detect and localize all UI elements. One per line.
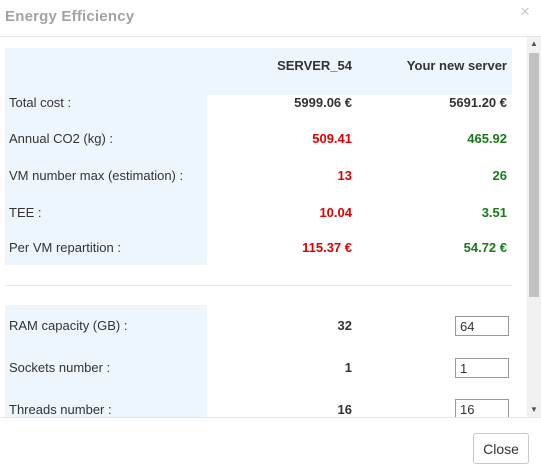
- column-header-new-server: Your new server: [406, 58, 507, 73]
- row-label-ram-capacity: RAM capacity (GB) :: [9, 318, 128, 333]
- scroll-up-arrow-icon[interactable]: ▲: [530, 39, 538, 48]
- row-label-annual-co2: Annual CO2 (kg) :: [9, 131, 114, 146]
- row-label-per-vm-repartition: Per VM repartition :: [9, 240, 121, 255]
- tee-new: 3.51: [481, 205, 507, 220]
- vm-number-max-new: 26: [492, 168, 507, 183]
- column-header-band: [5, 48, 512, 95]
- row-label-tee: TEE :: [9, 205, 42, 220]
- vm-number-max-current: 13: [337, 168, 352, 183]
- per-vm-repartition-current: 115.37 €: [302, 240, 352, 255]
- row-label-vm-number-max: VM number max (estimation) :: [9, 168, 184, 183]
- total-cost-current: 5999.06 €: [294, 95, 352, 110]
- section-divider: [5, 285, 512, 286]
- row-label-total-cost: Total cost :: [9, 95, 72, 110]
- summary-label-column: [5, 95, 207, 265]
- dialog-footer: Close: [0, 417, 541, 474]
- annual-co2-current: 509.41: [312, 131, 352, 146]
- row-label-sockets-number: Sockets number :: [9, 360, 111, 375]
- scrollbar-thumb[interactable]: [529, 53, 539, 297]
- per-vm-repartition-new: 54.72 €: [463, 240, 507, 255]
- close-icon[interactable]: ×: [520, 2, 530, 21]
- ram-capacity-input[interactable]: [455, 316, 509, 336]
- sockets-number-input[interactable]: [455, 358, 509, 378]
- dialog-header: Energy Efficiency ×: [0, 0, 541, 37]
- threads-number-current: 16: [337, 402, 352, 417]
- total-cost-new: 5691.20 €: [449, 95, 507, 110]
- threads-number-input[interactable]: [455, 399, 509, 417]
- sockets-number-current: 1: [344, 360, 352, 375]
- tee-current: 10.04: [319, 205, 352, 220]
- scroll-down-arrow-icon[interactable]: ▼: [530, 405, 538, 414]
- vertical-scrollbar[interactable]: ▲ ▼: [527, 37, 541, 417]
- annual-co2-new: 465.92: [467, 131, 507, 146]
- dialog-title: Energy Efficiency: [5, 8, 135, 25]
- ram-capacity-current: 32: [337, 318, 352, 333]
- config-label-column: [5, 305, 207, 417]
- row-label-threads-number: Threads number :: [9, 402, 112, 417]
- close-button[interactable]: Close: [473, 433, 529, 464]
- column-header-current-server: SERVER_54: [277, 58, 352, 73]
- dialog-body[interactable]: SERVER_54 Your new server Total cost : 5…: [0, 37, 527, 417]
